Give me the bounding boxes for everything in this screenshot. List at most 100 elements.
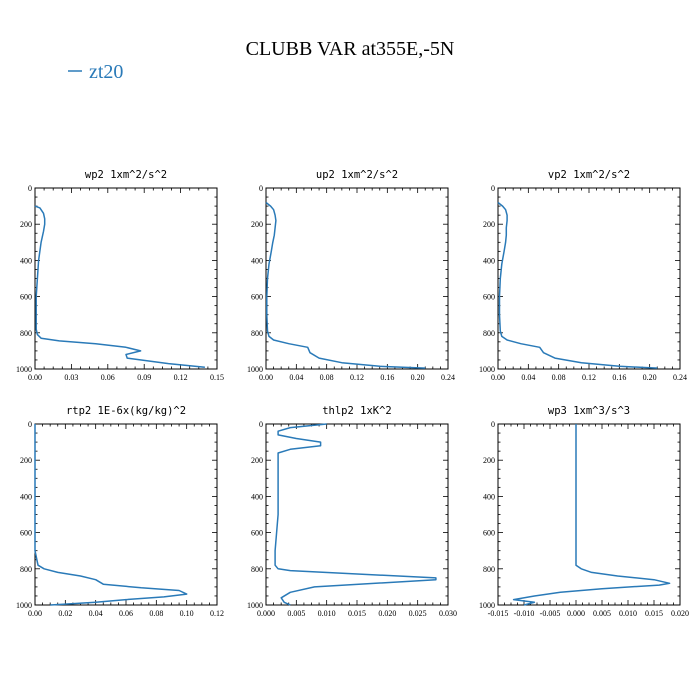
y-tick-label: 200	[20, 220, 32, 229]
y-tick-label: 200	[251, 220, 263, 229]
y-tick-label: 800	[483, 565, 495, 574]
y-tick-label: 600	[251, 529, 263, 538]
x-tick-label: 0.00	[28, 609, 42, 618]
series-line-zt20	[512, 424, 671, 606]
x-tick-label: 0.06	[119, 609, 133, 618]
y-tick-label: 600	[20, 293, 32, 302]
y-tick-label: 800	[20, 565, 32, 574]
y-tick-label: 1000	[247, 601, 263, 610]
panel-title: wp2 1xm^2/s^2	[85, 169, 167, 181]
chart-panel: rtp2 1E-6x(kg/kg)^2 0 200 400 600 800 10000.00…	[16, 405, 224, 618]
panel-title: up2 1xm^2/s^2	[316, 169, 398, 181]
x-tick-label: 0.005	[593, 609, 611, 618]
y-tick-label: 1000	[479, 365, 495, 374]
x-tick-label: 0.04	[289, 373, 303, 382]
chart-panel: wp3 1xm^3/s^3 0 200 400 600 800 1000-0.015 -0.0…	[479, 405, 689, 618]
x-tick-label: 0.020	[378, 609, 396, 618]
y-tick-label: 0	[28, 420, 32, 429]
x-tick-label: 0.12	[582, 373, 596, 382]
y-tick-label: 0	[491, 184, 495, 193]
x-tick-label: 0.04	[89, 609, 103, 618]
x-tick-label: 0.24	[441, 373, 455, 382]
series-line-zt20	[265, 201, 426, 369]
x-tick-label: 0.000	[257, 609, 275, 618]
x-tick-label: 0.00	[491, 373, 505, 382]
x-tick-label: 0.000	[567, 609, 585, 618]
x-tick-label: 0.03	[64, 373, 78, 382]
y-tick-label: 1000	[16, 365, 32, 374]
x-tick-label: 0.16	[380, 373, 394, 382]
y-tick-label: 400	[20, 256, 32, 265]
plot-frame	[34, 423, 218, 606]
y-tick-label: 200	[483, 456, 495, 465]
figure-title: CLUBB VAR at355E,-5N	[246, 38, 455, 60]
y-tick-label: 200	[251, 456, 263, 465]
x-tick-label: 0.015	[348, 609, 366, 618]
x-tick-label: 0.005	[287, 609, 305, 618]
x-tick-label: 0.08	[552, 373, 566, 382]
y-tick-label: 400	[483, 256, 495, 265]
y-tick-label: 600	[251, 293, 263, 302]
x-tick-label: 0.20	[643, 373, 657, 382]
y-tick-label: 0	[491, 420, 495, 429]
x-tick-label: -0.010	[514, 609, 535, 618]
x-tick-label: 0.00	[259, 373, 273, 382]
x-tick-label: 0.020	[671, 609, 689, 618]
y-tick-label: 1000	[16, 601, 32, 610]
y-tick-label: 600	[483, 529, 495, 538]
series-line-zt20	[34, 424, 188, 606]
x-tick-label: 0.02	[58, 609, 72, 618]
y-tick-label: 400	[251, 492, 263, 501]
legend: zt20	[68, 61, 123, 83]
y-tick-label: 200	[20, 456, 32, 465]
x-tick-label: 0.09	[137, 373, 151, 382]
series-line-zt20	[497, 201, 658, 369]
y-tick-label: 0	[259, 184, 263, 193]
x-tick-label: 0.010	[619, 609, 637, 618]
x-tick-label: 0.00	[28, 373, 42, 382]
y-tick-label: 600	[483, 293, 495, 302]
legend-label: zt20	[89, 61, 123, 83]
y-tick-label: 400	[483, 492, 495, 501]
x-tick-label: 0.24	[673, 373, 687, 382]
x-tick-label: 0.015	[645, 609, 663, 618]
y-tick-label: 800	[251, 329, 263, 338]
x-tick-label: 0.15	[210, 373, 224, 382]
x-tick-label: 0.16	[612, 373, 626, 382]
plot-frame	[497, 187, 681, 370]
panel-title: rtp2 1E-6x(kg/kg)^2	[66, 405, 186, 417]
x-tick-label: 0.030	[439, 609, 457, 618]
x-tick-label: 0.06	[101, 373, 115, 382]
plot-frame	[497, 423, 681, 606]
x-tick-label: 0.08	[320, 373, 334, 382]
y-tick-label: 400	[251, 256, 263, 265]
x-tick-label: 0.04	[521, 373, 535, 382]
x-tick-label: 0.12	[350, 373, 364, 382]
y-tick-label: 400	[20, 492, 32, 501]
y-tick-label: 0	[259, 420, 263, 429]
panel-title: vp2 1xm^2/s^2	[548, 169, 630, 181]
x-tick-label: -0.015	[488, 609, 509, 618]
y-tick-label: 800	[251, 565, 263, 574]
x-tick-label: 0.12	[210, 609, 224, 618]
y-tick-label: 1000	[479, 601, 495, 610]
series-line-zt20	[274, 423, 437, 606]
x-tick-label: 0.10	[180, 609, 194, 618]
x-tick-label: 0.20	[411, 373, 425, 382]
y-tick-label: 0	[28, 184, 32, 193]
y-tick-label: 800	[20, 329, 32, 338]
y-tick-label: 200	[483, 220, 495, 229]
panel-title: wp3 1xm^3/s^3	[548, 405, 630, 417]
y-tick-label: 600	[20, 529, 32, 538]
plot-frame	[265, 187, 449, 370]
series-line-zt20	[34, 205, 205, 368]
panel-title: thlp2 1xK^2	[322, 405, 392, 417]
y-tick-label: 800	[483, 329, 495, 338]
y-tick-label: 1000	[247, 365, 263, 374]
